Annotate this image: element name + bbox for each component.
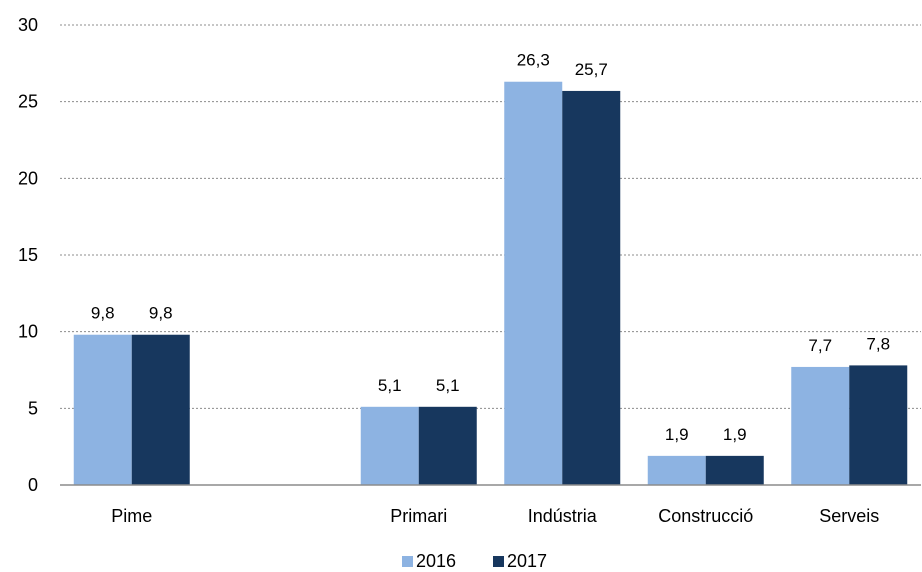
bar-2017-4 [705, 455, 764, 485]
data-label: 7,8 [866, 334, 890, 353]
y-tick-label: 0 [28, 475, 38, 495]
legend-swatch-2016 [402, 556, 413, 567]
legend: 2016 2017 [402, 551, 547, 571]
data-label: 5,1 [378, 376, 402, 395]
data-label: 5,1 [436, 376, 460, 395]
y-tick-label: 25 [18, 92, 38, 112]
bar-2017-2 [418, 406, 477, 485]
legend-swatch-2017 [493, 556, 504, 567]
data-label: 26,3 [517, 51, 550, 70]
y-tick-label: 20 [18, 168, 38, 188]
data-label: 9,8 [91, 304, 115, 323]
bar-2017-5 [849, 365, 908, 485]
y-tick-label: 15 [18, 245, 38, 265]
category-label: Pime [111, 506, 152, 526]
y-axis-ticks: 0 5 10 15 20 25 30 [18, 15, 38, 495]
data-labels: 9,8 9,8 5,1 5,1 26,3 25,7 1,9 1,9 7,7 7,8 [91, 51, 890, 444]
bar-2017-0 [131, 334, 190, 485]
category-labels: Pime Primari Indústria Construcció Serveis [111, 506, 879, 526]
bar-2016-0 [73, 334, 132, 485]
data-label: 1,9 [723, 425, 747, 444]
gridlines [60, 24, 921, 409]
y-tick-label: 30 [18, 15, 38, 35]
bar-2016-3 [504, 81, 563, 485]
legend-label: 2017 [507, 551, 547, 571]
bar-2017-3 [562, 90, 621, 485]
bar-2016-5 [791, 366, 850, 485]
data-label: 1,9 [665, 425, 689, 444]
bar-2016-4 [647, 455, 706, 485]
y-tick-label: 5 [28, 398, 38, 418]
category-label: Indústria [528, 506, 598, 526]
legend-label: 2016 [416, 551, 456, 571]
y-tick-label: 10 [18, 322, 38, 342]
category-label: Construcció [658, 506, 753, 526]
data-label: 25,7 [575, 60, 608, 79]
category-label: Serveis [819, 506, 879, 526]
data-label: 7,7 [808, 336, 832, 355]
bars [73, 81, 908, 485]
data-label: 9,8 [149, 304, 173, 323]
category-label: Primari [390, 506, 447, 526]
bar-2016-2 [360, 406, 419, 485]
